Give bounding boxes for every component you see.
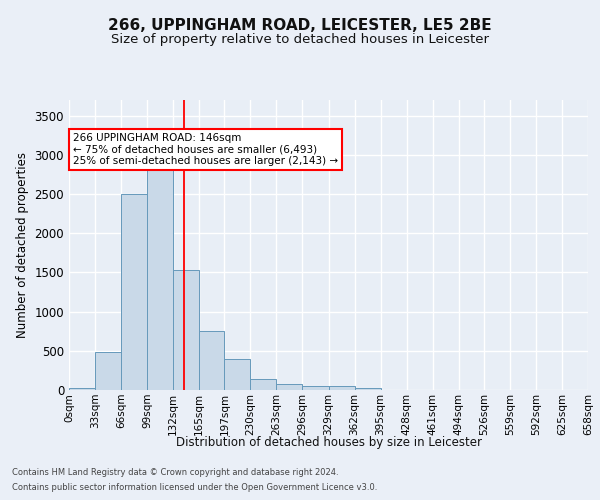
- Bar: [224, 360, 250, 390]
- Bar: [302, 386, 329, 390]
- Bar: [121, 194, 147, 390]
- Text: 266, UPPINGHAM ROAD, LEICESTER, LE5 2BE: 266, UPPINGHAM ROAD, LEICESTER, LE5 2BE: [108, 18, 492, 32]
- Bar: [250, 379, 277, 390]
- Bar: [355, 388, 380, 390]
- Text: 266 UPPINGHAM ROAD: 146sqm
← 75% of detached houses are smaller (6,493)
25% of s: 266 UPPINGHAM ROAD: 146sqm ← 75% of deta…: [73, 133, 338, 166]
- Bar: [199, 331, 224, 390]
- Text: Contains HM Land Registry data © Crown copyright and database right 2024.: Contains HM Land Registry data © Crown c…: [12, 468, 338, 477]
- Bar: [173, 270, 199, 390]
- Text: Contains public sector information licensed under the Open Government Licence v3: Contains public sector information licen…: [12, 483, 377, 492]
- Bar: [69, 388, 95, 390]
- Bar: [277, 384, 302, 390]
- Bar: [147, 169, 173, 390]
- Text: Distribution of detached houses by size in Leicester: Distribution of detached houses by size …: [176, 436, 482, 449]
- Text: Size of property relative to detached houses in Leicester: Size of property relative to detached ho…: [111, 32, 489, 46]
- Bar: [329, 386, 355, 390]
- Y-axis label: Number of detached properties: Number of detached properties: [16, 152, 29, 338]
- Bar: [95, 352, 121, 390]
